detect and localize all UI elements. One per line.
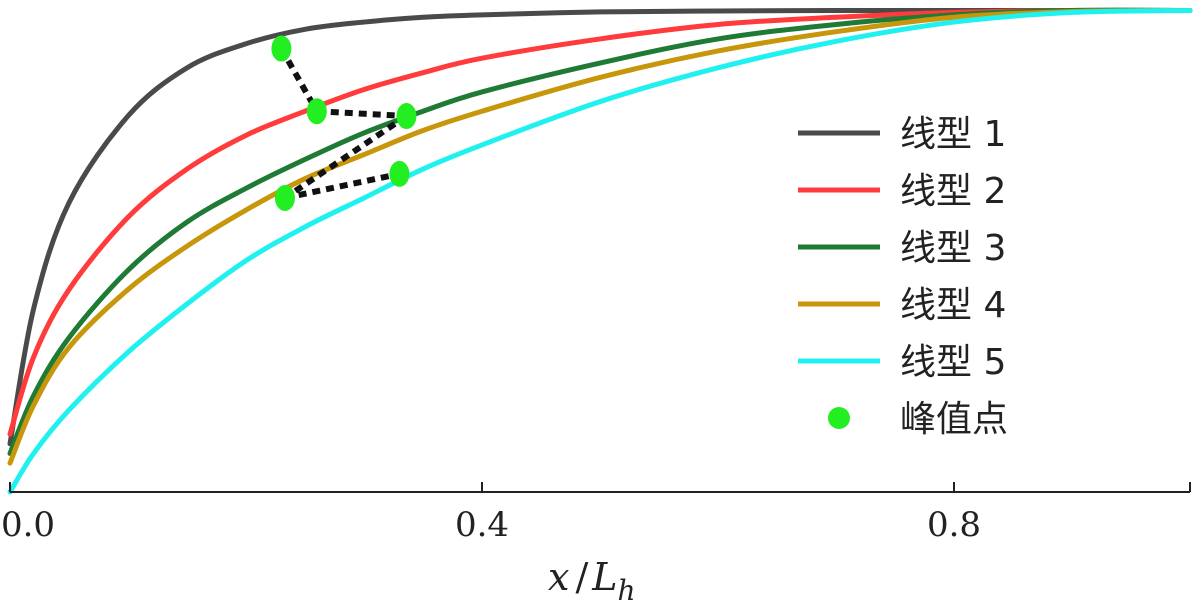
- x-tick-label: 0.8: [927, 505, 981, 545]
- series-line-2: [7, 7, 1193, 437]
- x-axis-title: x / Lh: [548, 555, 636, 607]
- x-axis-title-text: x / Lh: [548, 555, 636, 607]
- legend: 线型 1 线型 2 线型 3 线型 4 线型 5 峰值点: [798, 114, 1008, 440]
- series-line-3: [7, 7, 1193, 456]
- x-axis-title-sep: /: [575, 555, 588, 599]
- peak-point: [389, 160, 410, 187]
- legend-label-3: 线型 3: [900, 228, 1006, 269]
- peak-connector: [284, 170, 401, 201]
- peak-point: [396, 103, 417, 130]
- legend-swatch-peaks: [828, 407, 850, 429]
- x-axis-title-var: L: [591, 555, 617, 599]
- peak-connector: [316, 108, 407, 120]
- x-tick-label: 0.0: [1, 505, 55, 545]
- x-ticks: 0.0 0.4 0.8: [1, 482, 1191, 545]
- x-tick-label: 0.4: [455, 505, 509, 545]
- legend-label-5: 线型 5: [900, 342, 1006, 383]
- x-axis-title-main: x: [548, 555, 569, 599]
- series-line-4: [7, 7, 1193, 466]
- x-axis-title-sub: h: [617, 574, 635, 607]
- plot-area: [7, 7, 1193, 495]
- peak-point: [274, 184, 295, 211]
- legend-label-1: 线型 1: [900, 114, 1006, 155]
- legend-label-peaks: 峰值点: [900, 399, 1008, 440]
- legend-label-4: 线型 4: [900, 285, 1006, 326]
- series-line-1: [7, 7, 1193, 447]
- peak-point: [271, 35, 292, 62]
- peak-point: [306, 98, 327, 125]
- legend-label-2: 线型 2: [900, 171, 1006, 212]
- series-line-5: [7, 7, 1193, 495]
- peak-connector: [283, 113, 409, 201]
